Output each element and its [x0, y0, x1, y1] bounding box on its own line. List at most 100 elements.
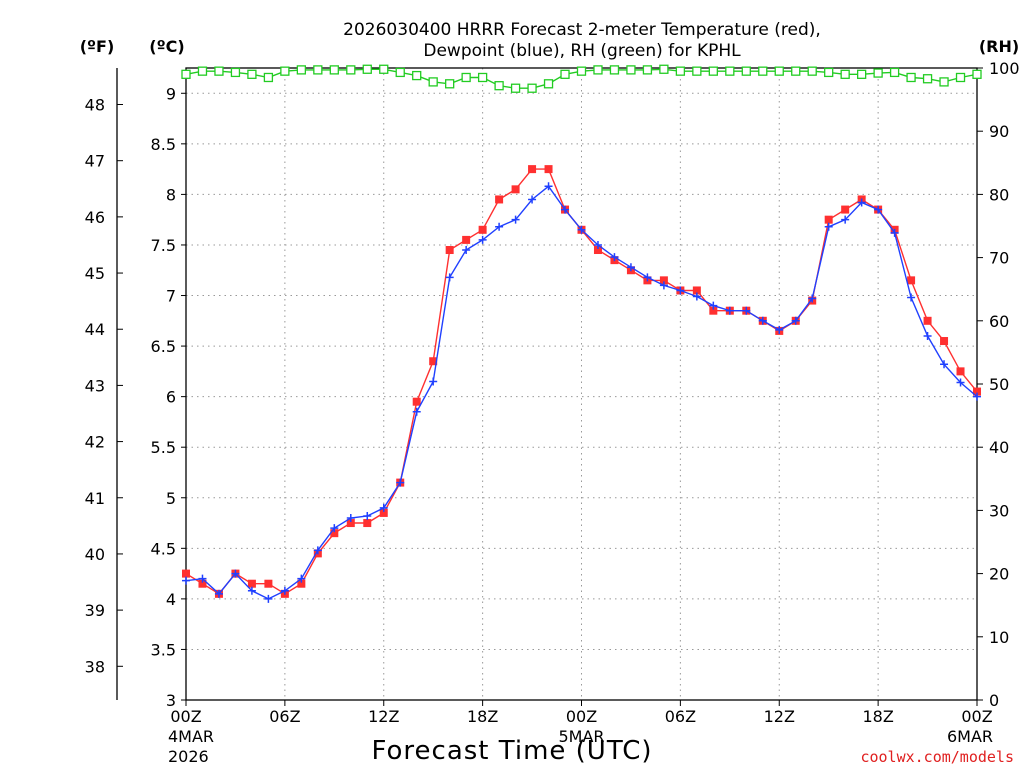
- rh-point: [972, 69, 982, 79]
- rh-point: [626, 65, 636, 75]
- rh-tick-label: 20: [989, 565, 1009, 584]
- temperature-point: [198, 579, 207, 588]
- temperature-point: [907, 276, 916, 285]
- rh-point: [461, 72, 471, 83]
- dewpoint-point: [313, 546, 322, 555]
- fahrenheit-tick-label: 40: [85, 545, 105, 564]
- celsius-tick-label: 6: [166, 388, 176, 407]
- rh-point: [230, 67, 241, 78]
- time-tick-label: 06Z: [269, 707, 300, 726]
- dewpoint-point: [445, 273, 454, 282]
- time-tick-label: 00Z: [170, 707, 201, 726]
- dewpoint-point: [544, 182, 553, 191]
- temperature-point: [940, 337, 949, 346]
- rh-point: [692, 66, 702, 76]
- dewpoint-point: [923, 331, 932, 340]
- rh-point: [609, 65, 620, 75]
- dewpoint-point: [297, 574, 306, 583]
- dewpoint-point: [610, 253, 619, 262]
- rh-unit-label: (RH): [979, 37, 1019, 56]
- date-label: 6MAR: [947, 727, 993, 746]
- rh-point: [181, 69, 191, 79]
- temperature-point: [544, 165, 553, 174]
- rh-point: [527, 83, 537, 93]
- temperature-point: [956, 367, 965, 376]
- time-tick-label: 18Z: [467, 707, 498, 726]
- dewpoint-point: [577, 225, 586, 234]
- rh-tick-label: 90: [989, 122, 1009, 141]
- rh-tick-label: 30: [989, 501, 1009, 520]
- rh-tick-label: 10: [989, 628, 1009, 647]
- dewpoint-point: [626, 263, 635, 272]
- temperature-point: [445, 246, 454, 255]
- dewpoint-point: [758, 316, 767, 325]
- rh-point: [494, 81, 504, 91]
- celsius-axis: 3 3.5 4 4.5 5 5.5 6 6.5 7 7.5 8 8.5 9: [151, 84, 186, 710]
- rh-point: [329, 65, 339, 75]
- rh-point: [313, 65, 323, 75]
- celsius-tick-label: 6.5: [151, 337, 176, 356]
- rh-tick-label: 40: [989, 438, 1009, 457]
- data-series: [181, 64, 982, 603]
- time-tick-label: 18Z: [862, 707, 893, 726]
- rh-point: [906, 72, 916, 83]
- temperature-point: [841, 205, 850, 214]
- rh-tick-label: 50: [989, 375, 1009, 394]
- rh-point: [840, 69, 850, 79]
- rh-point: [428, 77, 438, 87]
- dewpoint-point: [775, 325, 784, 334]
- dewpoint-point: [247, 586, 256, 595]
- dewpoint-point: [214, 589, 223, 598]
- dewpoint-point: [659, 281, 668, 290]
- celsius-tick-label: 8.5: [151, 135, 176, 154]
- chart-title-line-1: 2026030400 HRRR Forecast 2-meter Tempera…: [343, 20, 821, 40]
- dewpoint-point: [346, 513, 355, 522]
- rh-point: [922, 74, 933, 84]
- celsius-tick-label: 5.5: [151, 438, 176, 457]
- celsius-tick-label: 5: [166, 489, 176, 508]
- temperature-point: [692, 286, 701, 295]
- dewpoint-point: [824, 222, 833, 231]
- rh-point: [791, 66, 801, 76]
- temperature-point: [346, 519, 355, 528]
- celsius-tick-label: 4: [166, 590, 176, 609]
- grid-lines: [186, 68, 977, 700]
- time-tick-label: 00Z: [566, 707, 597, 726]
- fahrenheit-tick-label: 48: [85, 96, 105, 115]
- dewpoint-point: [742, 306, 751, 315]
- fahrenheit-tick-label: 45: [85, 264, 105, 283]
- dewpoint-point: [462, 246, 471, 255]
- temperature-point: [247, 579, 256, 588]
- temperature-point: [412, 397, 421, 406]
- dewpoint-point: [709, 301, 718, 310]
- temperature-point: [462, 235, 471, 244]
- fahrenheit-tick-label: 42: [85, 433, 105, 452]
- temperature-point: [824, 215, 833, 224]
- year-label: 2026: [168, 747, 209, 766]
- dewpoint-point: [593, 240, 602, 249]
- credit-text: coolwx.com/models: [860, 748, 1014, 766]
- temperature-point: [182, 569, 190, 578]
- dewpoint-point: [511, 215, 520, 224]
- dewpoint-point: [973, 392, 981, 401]
- rh-point: [560, 69, 570, 79]
- celsius-tick-label: 4.5: [151, 539, 176, 558]
- dewpoint-point: [231, 569, 240, 578]
- temperature-point: [659, 276, 668, 285]
- temperature-point: [264, 579, 273, 588]
- rh-point: [576, 66, 587, 76]
- dewpoint-point: [808, 294, 817, 303]
- temperature-point: [330, 529, 339, 538]
- dewpoint-point: [495, 222, 504, 231]
- temperature-point: [297, 579, 306, 588]
- rh-point: [774, 66, 784, 76]
- celsius-tick-label: 3: [166, 691, 176, 710]
- time-tick-label: 12Z: [368, 707, 399, 726]
- rh-point: [543, 79, 554, 89]
- dewpoint-point: [643, 273, 652, 282]
- fahrenheit-tick-label: 46: [85, 208, 105, 227]
- dewpoint-point: [725, 306, 734, 315]
- rh-point: [197, 66, 208, 76]
- dewpoint-point: [478, 235, 487, 244]
